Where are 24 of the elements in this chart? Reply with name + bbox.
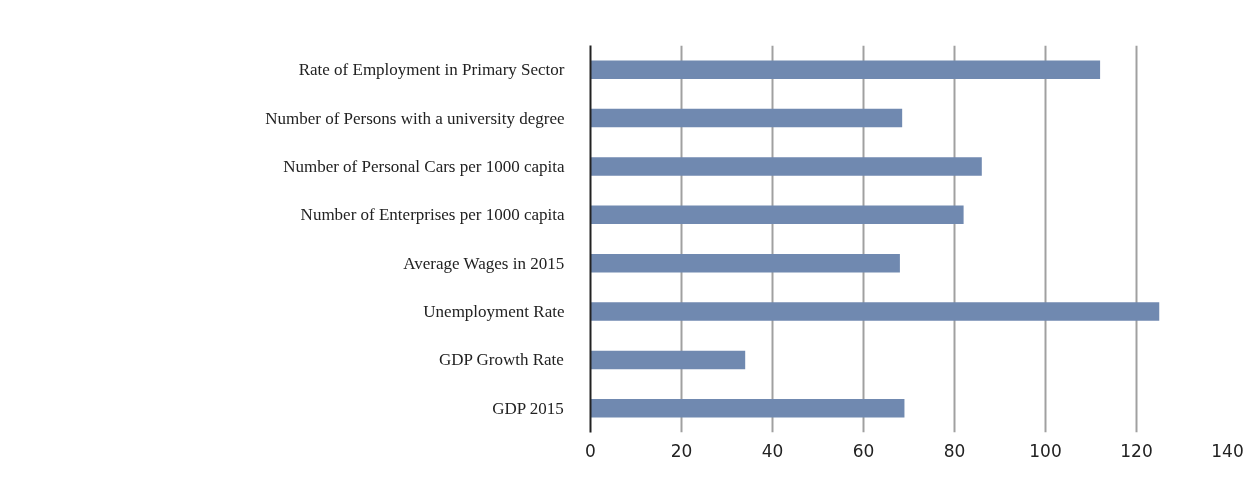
bar — [590, 350, 746, 370]
x-tick-label: 120 — [1120, 440, 1153, 461]
bar — [590, 205, 964, 224]
y-tick-label: Unemployment Rate — [423, 302, 565, 322]
x-tick-label: 20 — [670, 440, 693, 461]
y-tick-label: Number of Personal Cars per 1000 capita — [283, 156, 565, 176]
x-tick-label: 80 — [943, 440, 966, 461]
x-tick-label: 140 — [1211, 440, 1244, 461]
y-tick-label: Number of Persons with a university degree — [265, 108, 565, 128]
y-tick-label: GDP 2015 — [492, 398, 564, 418]
y-tick-label: Number of Enterprises per 1000 capita — [300, 205, 565, 225]
bar — [590, 399, 905, 418]
bar — [590, 60, 1101, 79]
y-tick-label: GDP Growth Rate — [438, 350, 564, 370]
bar — [590, 302, 1160, 321]
y-tick-label: Average Wages in 2015 — [403, 253, 565, 273]
x-tick-label: 0 — [585, 440, 596, 461]
bar — [590, 108, 903, 128]
bar — [590, 254, 900, 273]
bar — [590, 157, 982, 176]
y-tick-label: Rate of Employment in Primary Sector — [298, 60, 565, 80]
x-tick-label: 60 — [852, 440, 875, 461]
x-tick-label: 100 — [1029, 440, 1062, 461]
x-tick-label: 40 — [761, 440, 784, 461]
